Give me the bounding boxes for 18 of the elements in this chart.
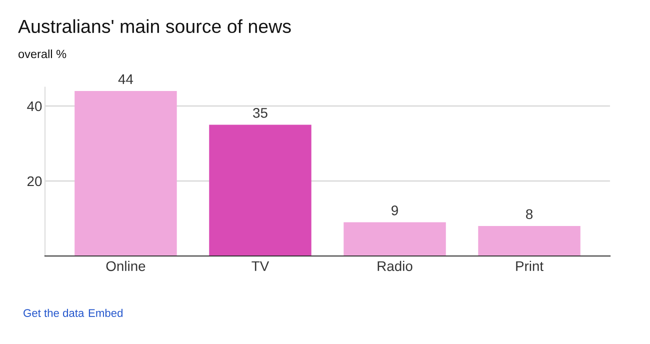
text: Embed [88, 308, 122, 317]
x-tick-label: Print [516, 260, 544, 272]
data-label: 8 [526, 209, 533, 220]
text: Get the data [24, 308, 84, 317]
data-label: 44 [118, 74, 134, 84]
data-label: 35 [253, 108, 268, 118]
x-tick-label: TV [252, 261, 270, 271]
chart-title: Australians' main source of news [18, 19, 291, 34]
x-tick-label: Radio [378, 260, 412, 272]
bar [478, 226, 580, 256]
chart-subtitle: overall % [18, 50, 66, 58]
bar [74, 91, 177, 256]
data-label: 9 [392, 206, 398, 216]
bar [209, 124, 312, 256]
x-tick-label: Online [106, 260, 146, 272]
bar [344, 222, 446, 256]
y-tick-label: 20 [27, 176, 42, 186]
y-tick-label: 40 [27, 101, 42, 112]
